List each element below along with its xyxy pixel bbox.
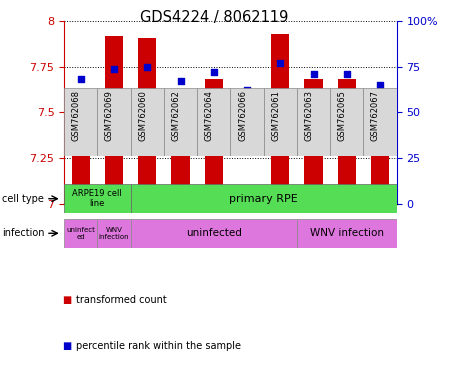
Bar xyxy=(238,198,256,204)
Bar xyxy=(338,79,356,204)
Text: GSM762061: GSM762061 xyxy=(271,90,280,141)
Text: primary RPE: primary RPE xyxy=(229,194,298,204)
Text: GSM762062: GSM762062 xyxy=(171,90,180,141)
Bar xyxy=(371,156,389,204)
Point xyxy=(210,69,218,75)
Bar xyxy=(164,88,197,156)
Point xyxy=(177,78,184,84)
Text: GSM762069: GSM762069 xyxy=(105,90,114,141)
Point xyxy=(243,88,251,94)
Point xyxy=(143,64,151,70)
Bar xyxy=(105,36,123,204)
Point xyxy=(310,71,317,77)
Bar xyxy=(363,88,397,156)
Text: percentile rank within the sample: percentile rank within the sample xyxy=(76,341,241,351)
Text: WNV infection: WNV infection xyxy=(310,228,384,238)
Text: cell type: cell type xyxy=(2,194,44,204)
Point xyxy=(77,76,85,83)
Bar xyxy=(271,34,289,204)
Point xyxy=(276,60,284,66)
Bar xyxy=(297,88,330,156)
Bar xyxy=(171,109,190,204)
Bar xyxy=(205,79,223,204)
Bar xyxy=(97,219,131,248)
Bar xyxy=(304,79,323,204)
Bar xyxy=(297,219,397,248)
Text: GSM762063: GSM762063 xyxy=(304,90,314,141)
Bar xyxy=(197,88,230,156)
Bar xyxy=(330,88,363,156)
Bar xyxy=(64,219,97,248)
Text: GSM762068: GSM762068 xyxy=(72,90,81,141)
Bar xyxy=(64,88,97,156)
Text: ARPE19 cell
line: ARPE19 cell line xyxy=(73,189,122,209)
Text: ■: ■ xyxy=(62,341,71,351)
Bar xyxy=(131,219,297,248)
Bar xyxy=(230,88,264,156)
Bar xyxy=(97,88,131,156)
Text: GSM762067: GSM762067 xyxy=(371,90,380,141)
Text: uninfect
ed: uninfect ed xyxy=(66,227,95,240)
Point xyxy=(376,82,384,88)
Text: uninfected: uninfected xyxy=(186,228,242,238)
Text: transformed count: transformed count xyxy=(76,295,167,305)
Bar xyxy=(131,88,164,156)
Text: infection: infection xyxy=(2,228,45,238)
Bar xyxy=(138,38,156,204)
Text: GSM762060: GSM762060 xyxy=(138,90,147,141)
Point xyxy=(343,71,351,77)
Text: GSM762066: GSM762066 xyxy=(238,90,247,141)
Bar xyxy=(72,109,90,204)
Text: GDS4224 / 8062119: GDS4224 / 8062119 xyxy=(140,10,288,25)
Bar xyxy=(264,88,297,156)
Text: GSM762065: GSM762065 xyxy=(338,90,347,141)
Text: WNV
infection: WNV infection xyxy=(99,227,129,240)
Bar xyxy=(131,184,397,213)
Text: ■: ■ xyxy=(62,295,71,305)
Bar xyxy=(64,184,131,213)
Text: GSM762064: GSM762064 xyxy=(205,90,214,141)
Point xyxy=(110,65,118,71)
